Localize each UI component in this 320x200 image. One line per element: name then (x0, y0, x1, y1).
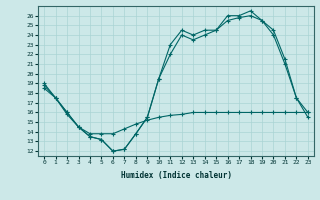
X-axis label: Humidex (Indice chaleur): Humidex (Indice chaleur) (121, 171, 231, 180)
